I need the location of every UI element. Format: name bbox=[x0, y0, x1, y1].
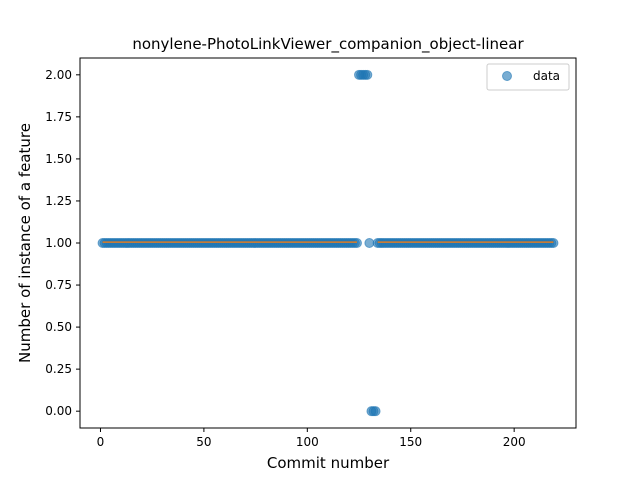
data-point bbox=[370, 406, 381, 417]
legend-marker bbox=[502, 71, 512, 81]
data-point bbox=[351, 238, 362, 248]
plot-area bbox=[97, 69, 559, 417]
data-point bbox=[364, 238, 375, 248]
x-tick-label: 200 bbox=[503, 435, 526, 449]
y-tick-label: 0.50 bbox=[45, 320, 72, 334]
x-tick-label: 150 bbox=[399, 435, 422, 449]
x-tick-label: 0 bbox=[97, 435, 105, 449]
y-tick-label: 1.00 bbox=[45, 236, 72, 250]
y-axis-label: Number of instance of a feature bbox=[16, 123, 34, 363]
y-tick-label: 0.00 bbox=[45, 404, 72, 418]
x-tick-label: 100 bbox=[296, 435, 319, 449]
x-axis: 0 50 100 150 200 bbox=[97, 428, 526, 449]
x-tick-label: 50 bbox=[196, 435, 211, 449]
y-tick-label: 2.00 bbox=[45, 68, 72, 82]
y-tick-label: 1.75 bbox=[45, 110, 72, 124]
chart-title: nonylene-PhotoLinkViewer_companion_objec… bbox=[132, 35, 524, 54]
data-point bbox=[362, 69, 373, 80]
y-tick-label: 1.25 bbox=[45, 194, 72, 208]
y-tick-label: 0.75 bbox=[45, 278, 72, 292]
legend-label: data bbox=[533, 69, 560, 83]
legend-box bbox=[486, 63, 570, 91]
x-axis-label: Commit number bbox=[267, 454, 390, 472]
y-tick-label: 1.50 bbox=[45, 152, 72, 166]
y-tick-label: 0.25 bbox=[45, 362, 72, 376]
y-axis: 0.00 0.25 0.50 0.75 1.00 1.25 1.50 1.75 2.00 bbox=[45, 68, 80, 418]
legend: data bbox=[486, 63, 570, 91]
data-point bbox=[548, 238, 559, 248]
